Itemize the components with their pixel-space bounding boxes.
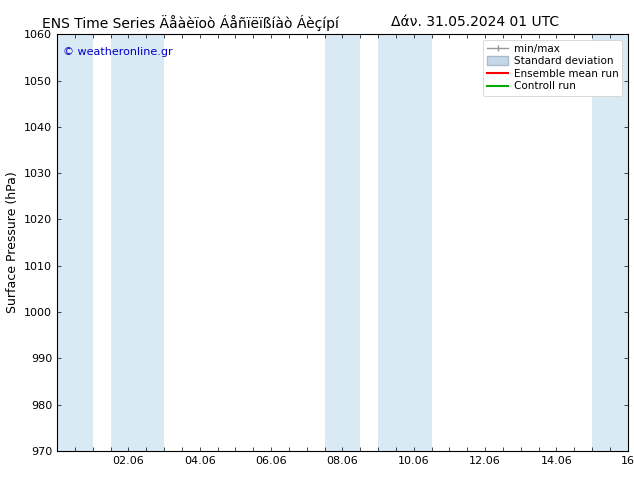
Bar [110,34,164,451]
Text: © weatheronline.gr: © weatheronline.gr [63,47,172,57]
Legend: min/max, Standard deviation, Ensemble mean run, Controll run: min/max, Standard deviation, Ensemble me… [483,40,623,96]
Y-axis label: Surface Pressure (hPa): Surface Pressure (hPa) [6,172,18,314]
Text: ENS Time Series Äåàèïoò Áåñïëïßíàò Áèçípí: ENS Time Series Äåàèïoò Áåñïëïßíàò Áèçíp… [42,15,339,31]
Bar [592,34,628,451]
Bar [325,34,360,451]
Bar [378,34,432,451]
Text: Δάν. 31.05.2024 01 UTC: Δάν. 31.05.2024 01 UTC [391,15,560,29]
Bar [57,34,93,451]
